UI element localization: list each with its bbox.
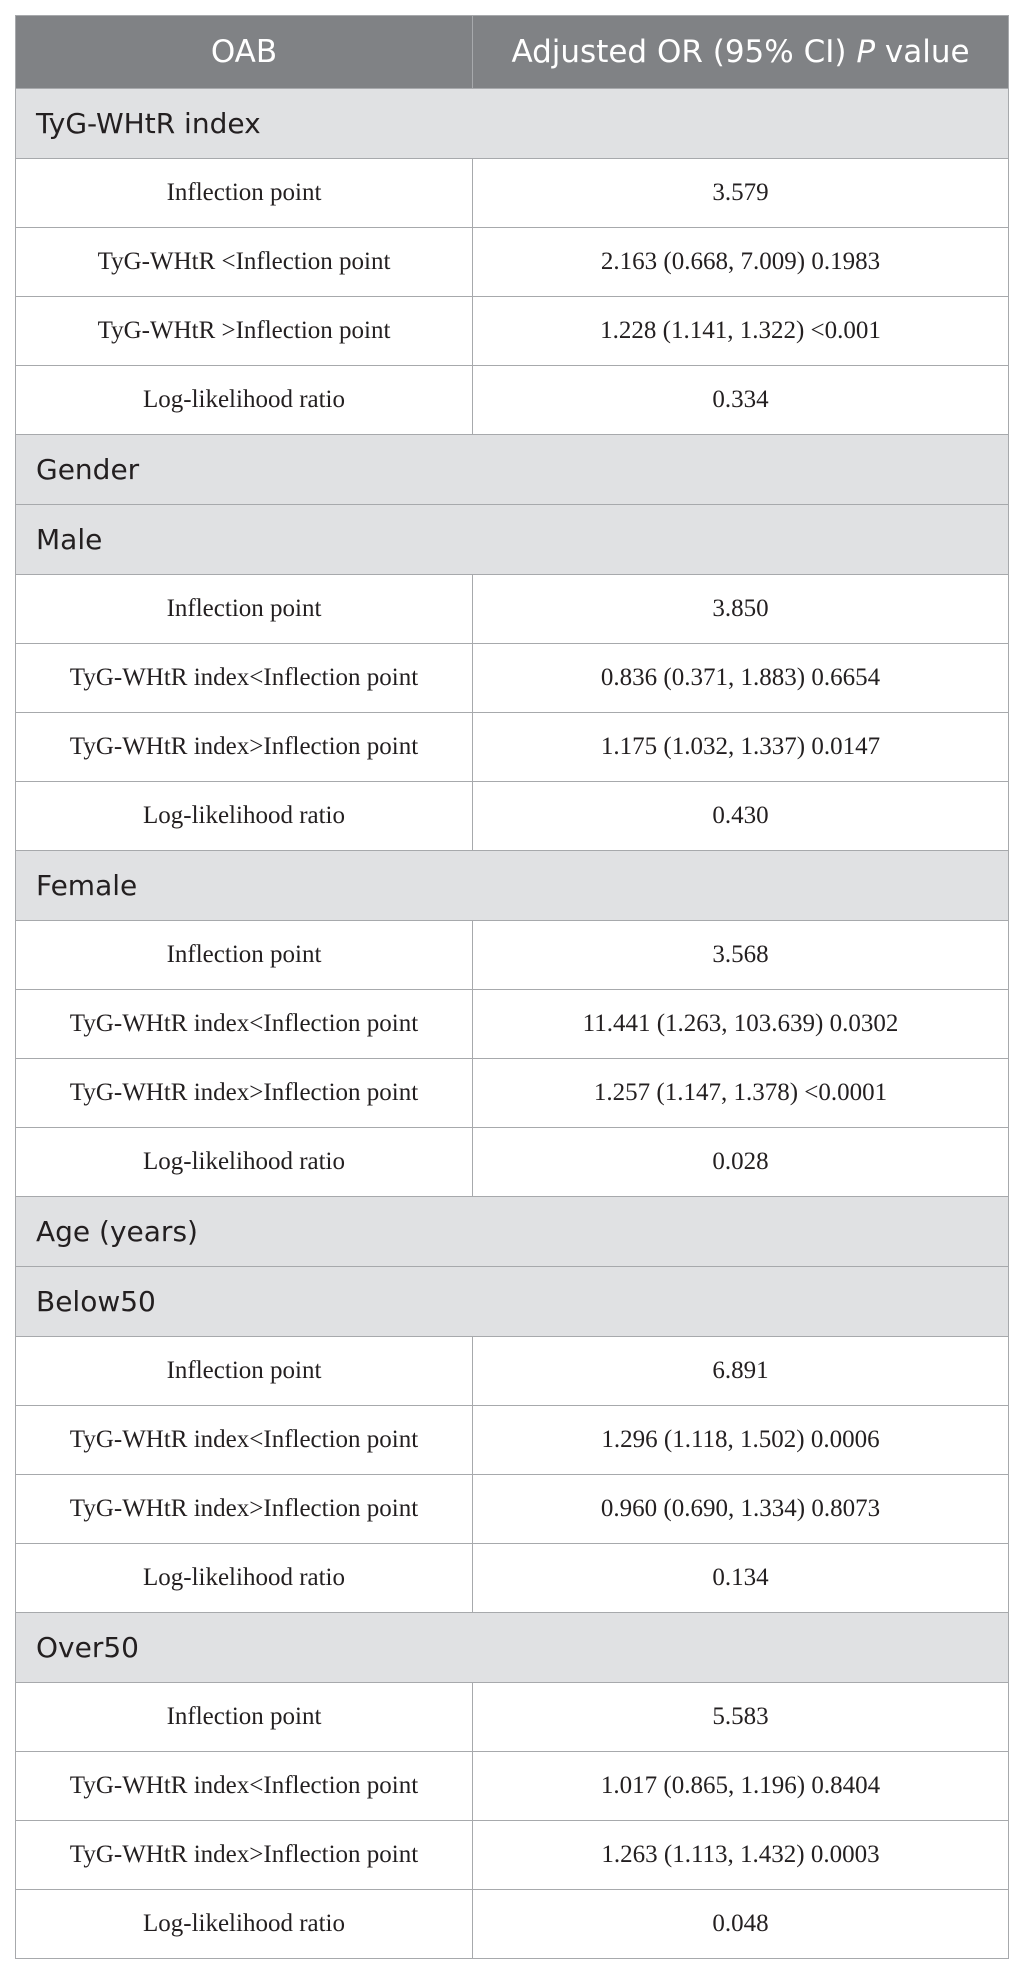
row-label: Log-likelihood ratio <box>15 781 473 851</box>
table-row: TyG-WHtR index<Inflection point 1.296 (1.… <box>15 1405 1009 1475</box>
row-label: TyG-WHtR index<Inflection point <box>15 1405 473 1475</box>
table-row: TyG-WHtR index>Inflection point 1.257 (1.… <box>15 1058 1009 1128</box>
row-label: TyG-WHtR index>Inflection point <box>15 712 473 782</box>
row-label: TyG-WHtR <Inflection point <box>15 227 473 297</box>
row-value: 0.430 <box>472 781 1009 851</box>
section-label: Female <box>15 850 1009 921</box>
table-row: Inflection point 6.891 <box>15 1336 1009 1406</box>
row-value: 0.960 (0.690, 1.334) 0.8073 <box>472 1474 1009 1544</box>
row-label: Log-likelihood ratio <box>15 365 473 435</box>
table-row: TyG-WHtR index<Inflection point 1.017 (0.… <box>15 1751 1009 1821</box>
section-row: Below50 <box>15 1266 1009 1337</box>
header-adjusted-or: Adjusted OR (95% CI) P value <box>472 15 1009 89</box>
row-value: 1.017 (0.865, 1.196) 0.8404 <box>472 1751 1009 1821</box>
section-row: Female <box>15 850 1009 921</box>
section-label: Male <box>15 504 1009 575</box>
row-label: Inflection point <box>15 1336 473 1406</box>
section-row: Age (years) <box>15 1196 1009 1267</box>
row-label: Log-likelihood ratio <box>15 1889 473 1959</box>
table-row: Inflection point 3.568 <box>15 920 1009 990</box>
row-value: 2.163 (0.668, 7.009) 0.1983 <box>472 227 1009 297</box>
row-label: TyG-WHtR index<Inflection point <box>15 1751 473 1821</box>
row-label: TyG-WHtR index>Inflection point <box>15 1058 473 1128</box>
row-label: TyG-WHtR index<Inflection point <box>15 643 473 713</box>
table-row: TyG-WHtR <Inflection point 2.163 (0.668, … <box>15 227 1009 297</box>
section-row: Over50 <box>15 1612 1009 1683</box>
row-value: 3.568 <box>472 920 1009 990</box>
row-value: 3.579 <box>472 158 1009 228</box>
section-label: Gender <box>15 434 1009 505</box>
table-row: Log-likelihood ratio 0.048 <box>15 1889 1009 1959</box>
row-value: 1.263 (1.113, 1.432) 0.0003 <box>472 1820 1009 1890</box>
section-label: TyG-WHtR index <box>15 88 1009 159</box>
row-value: 1.228 (1.141, 1.322) <0.001 <box>472 296 1009 366</box>
table-row: Inflection point 3.850 <box>15 574 1009 644</box>
header-adjusted-or-prefix: Adjusted OR (95% CI) <box>511 34 857 70</box>
section-label: Over50 <box>15 1612 1009 1683</box>
row-label: Inflection point <box>15 920 473 990</box>
table-row: TyG-WHtR index>Inflection point 1.175 (1.… <box>15 712 1009 782</box>
table-row: TyG-WHtR index<Inflection point 11.441 (1… <box>15 989 1009 1059</box>
row-value: 3.850 <box>472 574 1009 644</box>
row-label: Inflection point <box>15 158 473 228</box>
section-row: Gender <box>15 434 1009 505</box>
table-row: Log-likelihood ratio 0.430 <box>15 781 1009 851</box>
section-row: TyG-WHtR index <box>15 88 1009 159</box>
row-value: 0.334 <box>472 365 1009 435</box>
row-label: TyG-WHtR index>Inflection point <box>15 1820 473 1890</box>
section-label: Below50 <box>15 1266 1009 1337</box>
row-label: Log-likelihood ratio <box>15 1127 473 1197</box>
row-value: 6.891 <box>472 1336 1009 1406</box>
table-row: Inflection point 5.583 <box>15 1682 1009 1752</box>
row-label: TyG-WHtR index<Inflection point <box>15 989 473 1059</box>
row-label: Inflection point <box>15 1682 473 1752</box>
header-oab: OAB <box>15 15 473 89</box>
row-value: 0.836 (0.371, 1.883) 0.6654 <box>472 643 1009 713</box>
row-label: Log-likelihood ratio <box>15 1543 473 1613</box>
table-row: TyG-WHtR index<Inflection point 0.836 (0.… <box>15 643 1009 713</box>
row-value: 0.134 <box>472 1543 1009 1613</box>
table-row: Log-likelihood ratio 0.334 <box>15 365 1009 435</box>
row-value: 5.583 <box>472 1682 1009 1752</box>
table-body: TyG-WHtR index Inflection point 3.579 TyG-W… <box>15 88 1009 1959</box>
oab-results-table: OAB Adjusted OR (95% CI) P value TyG-WHt… <box>15 15 1009 1959</box>
header-p-italic: P <box>856 34 876 70</box>
section-row: Male <box>15 504 1009 575</box>
table-row: Inflection point 3.579 <box>15 158 1009 228</box>
table-header-row: OAB Adjusted OR (95% CI) P value <box>15 15 1009 89</box>
section-label: Age (years) <box>15 1196 1009 1267</box>
row-label: Inflection point <box>15 574 473 644</box>
table-row: TyG-WHtR index>Inflection point 1.263 (1.… <box>15 1820 1009 1890</box>
header-value-suffix: value <box>875 34 970 70</box>
table-row: TyG-WHtR >Inflection point 1.228 (1.141, … <box>15 296 1009 366</box>
row-label: TyG-WHtR >Inflection point <box>15 296 473 366</box>
row-label: TyG-WHtR index>Inflection point <box>15 1474 473 1544</box>
row-value: 0.048 <box>472 1889 1009 1959</box>
row-value: 1.257 (1.147, 1.378) <0.0001 <box>472 1058 1009 1128</box>
row-value: 11.441 (1.263, 103.639) 0.0302 <box>472 989 1009 1059</box>
row-value: 1.175 (1.032, 1.337) 0.0147 <box>472 712 1009 782</box>
table-row: TyG-WHtR index>Inflection point 0.960 (0.… <box>15 1474 1009 1544</box>
row-value: 0.028 <box>472 1127 1009 1197</box>
table-row: Log-likelihood ratio 0.028 <box>15 1127 1009 1197</box>
table-row: Log-likelihood ratio 0.134 <box>15 1543 1009 1613</box>
row-value: 1.296 (1.118, 1.502) 0.0006 <box>472 1405 1009 1475</box>
